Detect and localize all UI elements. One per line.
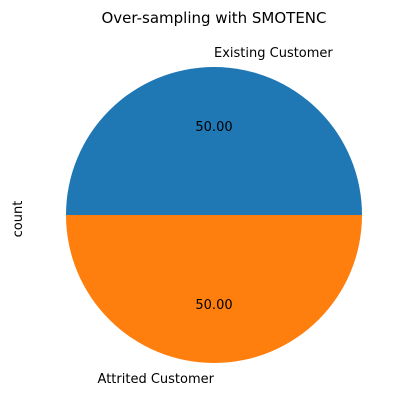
slice-value-label-1: 50.00	[195, 298, 232, 313]
pie-labels: 50.00 Existing Customer 50.00 Attrited Cust…	[98, 46, 334, 387]
pie-slice-0	[66, 67, 362, 215]
slice-category-label-1: Attrited Customer	[98, 372, 215, 387]
slice-value-label-0: 50.00	[195, 120, 232, 135]
pie-slices	[66, 67, 362, 363]
y-axis-label: count	[11, 201, 26, 238]
slice-category-label-0: Existing Customer	[214, 46, 333, 61]
pie-slice-1	[66, 215, 362, 363]
chart-title: Over-sampling with SMOTENC	[102, 9, 327, 27]
